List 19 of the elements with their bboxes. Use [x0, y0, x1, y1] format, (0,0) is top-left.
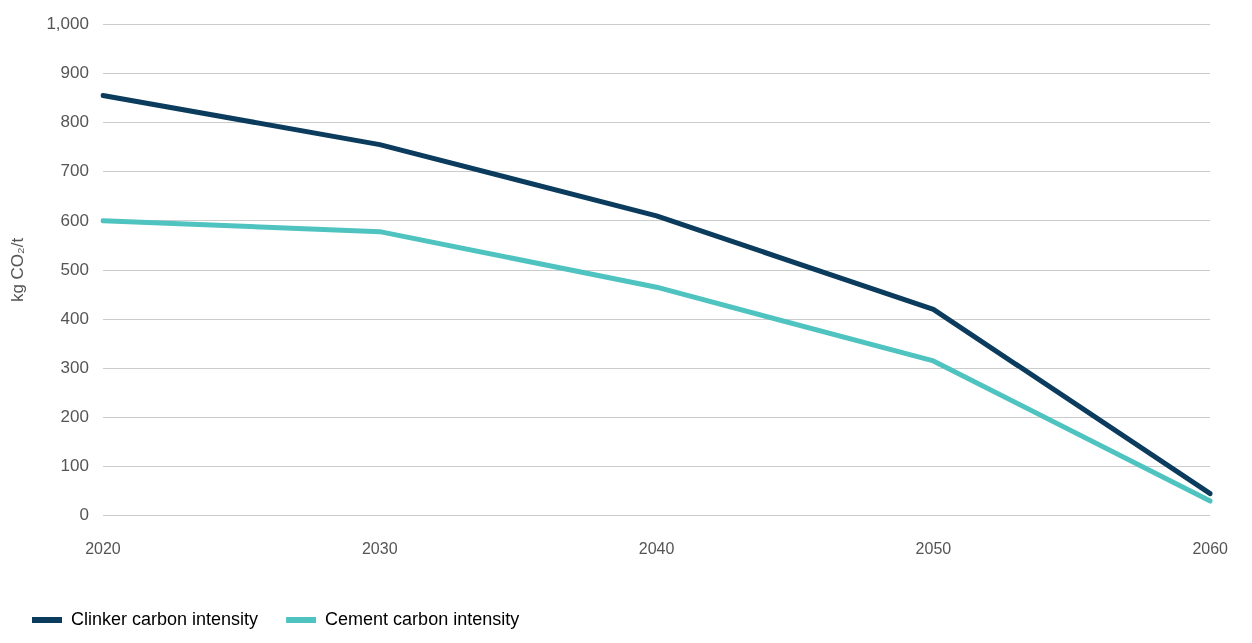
y-tick-label: 500 [60, 259, 89, 279]
y-tick-label: 400 [60, 308, 89, 328]
x-tick-label: 2060 [1192, 539, 1229, 557]
y-tick-label: 200 [60, 407, 89, 427]
y-tick-label: 100 [60, 456, 89, 476]
y-tick-label: 900 [60, 63, 89, 83]
y-tick-label: 700 [60, 161, 89, 181]
y-tick-label: 300 [60, 358, 89, 378]
y-tick-label: 800 [60, 112, 89, 132]
x-tick-label: 2030 [361, 539, 398, 557]
x-tick-label: 2050 [915, 539, 952, 557]
y-axis-title: kg CO₂/t [7, 237, 27, 303]
legend-label: Clinker carbon intensity [71, 608, 259, 629]
y-tick-label: 0 [79, 505, 89, 525]
x-tick-label: 2020 [85, 539, 121, 557]
x-tick-label: 2040 [638, 539, 675, 557]
legend-label: Cement carbon intensity [325, 608, 520, 629]
y-tick-label: 600 [60, 210, 89, 230]
y-tick-label: 1,000 [46, 13, 89, 33]
